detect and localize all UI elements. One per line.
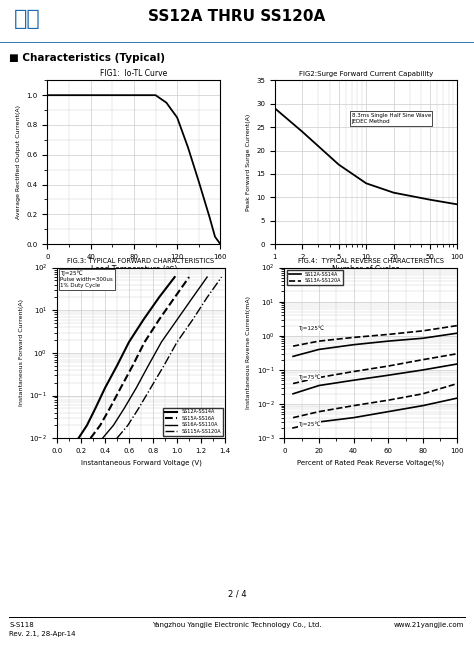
Y-axis label: Average Rectified Output Current(A): Average Rectified Output Current(A)	[16, 105, 21, 219]
X-axis label: Number of Cycles: Number of Cycles	[332, 266, 400, 274]
Y-axis label: Instantaneous Reverse Current(mA): Instantaneous Reverse Current(mA)	[246, 296, 251, 409]
Legend: SS12A-SS14A, SS13A-SS120A: SS12A-SS14A, SS13A-SS120A	[287, 270, 343, 286]
Text: TJ=25℃
Pulse width=300us
1% Duty Cycle: TJ=25℃ Pulse width=300us 1% Duty Cycle	[60, 271, 113, 288]
Text: S-S118
Rev. 2.1, 28-Apr-14: S-S118 Rev. 2.1, 28-Apr-14	[9, 622, 76, 637]
X-axis label: Instantaneous Forward Voltage (V): Instantaneous Forward Voltage (V)	[81, 460, 201, 466]
Text: SS12A THRU SS120A: SS12A THRU SS120A	[148, 9, 326, 23]
Y-axis label: Instantaneous Forward Current(A): Instantaneous Forward Current(A)	[19, 300, 24, 406]
Text: 2 / 4: 2 / 4	[228, 589, 246, 598]
Text: Tj=125℃: Tj=125℃	[298, 325, 324, 331]
Text: Yangzhou Yangjie Electronic Technology Co., Ltd.: Yangzhou Yangjie Electronic Technology C…	[152, 622, 322, 628]
X-axis label: Percent of Rated Peak Reverse Voltage(%): Percent of Rated Peak Reverse Voltage(%)	[297, 460, 445, 466]
Title: FIG1:  Io-TL Curve: FIG1: Io-TL Curve	[100, 69, 167, 78]
Title: FIG2:Surge Forward Current Capability: FIG2:Surge Forward Current Capability	[299, 71, 433, 77]
Legend: SS12A-SS14A, SS15A-SS16A, SS16A-SS110A, SS115A-SS120A: SS12A-SS14A, SS15A-SS16A, SS16A-SS110A, …	[163, 407, 223, 436]
Title: FIG.4:  TYPICAL REVERSE CHARACTERISTICS: FIG.4: TYPICAL REVERSE CHARACTERISTICS	[298, 258, 444, 264]
Text: Tj=25℃: Tj=25℃	[298, 422, 321, 427]
Text: Tj=75℃: Tj=75℃	[298, 374, 321, 379]
Text: ■ Characteristics (Typical): ■ Characteristics (Typical)	[9, 53, 165, 62]
Text: ﾘﾘ: ﾘﾘ	[14, 8, 41, 30]
Y-axis label: Peak Forward Surge Current(A): Peak Forward Surge Current(A)	[246, 114, 251, 211]
Text: www.21yangjie.com: www.21yangjie.com	[394, 622, 465, 628]
Title: FIG.3: TYPICAL FORWARD CHARACTERISTICS: FIG.3: TYPICAL FORWARD CHARACTERISTICS	[67, 258, 215, 264]
Text: 8.3ms Single Half Sine Wave
JEDEC Method: 8.3ms Single Half Sine Wave JEDEC Method	[352, 113, 431, 124]
X-axis label: Lead Temperature (℃): Lead Temperature (℃)	[91, 266, 177, 274]
